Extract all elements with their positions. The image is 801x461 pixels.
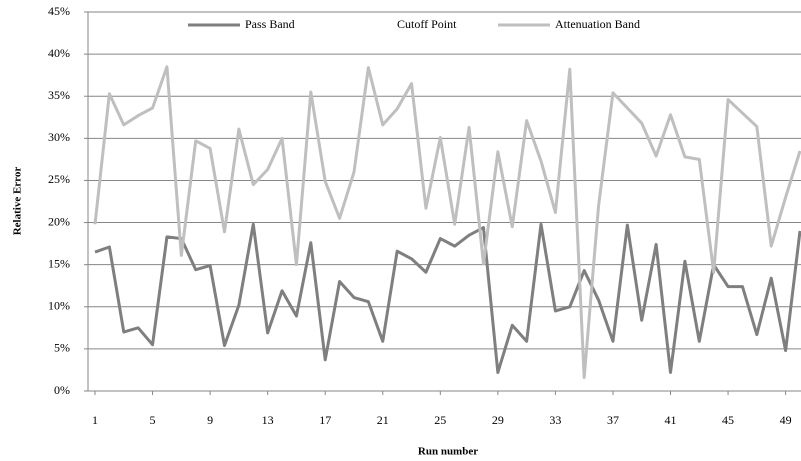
- y-tick-label: 20%: [48, 214, 70, 228]
- x-tick-label: 17: [319, 413, 331, 427]
- y-tick-label: 45%: [48, 4, 70, 18]
- series-line: [94, 222, 801, 374]
- y-tick-label: 5%: [54, 341, 70, 355]
- x-tick-label: 37: [607, 413, 619, 427]
- x-tick-label: 41: [665, 413, 677, 427]
- y-tick-label: 0%: [54, 383, 70, 397]
- x-tick-label: 21: [377, 413, 389, 427]
- legend-label: Cutoff Point: [397, 17, 457, 31]
- series-line: [93, 65, 801, 380]
- y-tick-label: 40%: [48, 46, 70, 60]
- x-tick-label: 5: [150, 413, 156, 427]
- y-tick-label: 10%: [48, 299, 70, 313]
- y-tick-label: 15%: [48, 256, 70, 270]
- x-tick-label: 29: [492, 413, 504, 427]
- y-tick-label: 35%: [48, 88, 70, 102]
- y-tick-label: 30%: [48, 130, 70, 144]
- x-tick-label: 13: [262, 413, 274, 427]
- legend-label: Attenuation Band: [555, 17, 640, 31]
- x-tick-label: 25: [434, 413, 446, 427]
- x-tick-label: 45: [722, 413, 734, 427]
- legend-label: Pass Band: [245, 17, 295, 31]
- y-axis-title: Relative Error: [12, 167, 24, 236]
- x-tick-label: 9: [207, 413, 213, 427]
- x-tick-label: 49: [780, 413, 792, 427]
- x-axis-title: Run number: [418, 446, 478, 458]
- y-tick-label: 25%: [48, 172, 70, 186]
- x-tick-label: 33: [549, 413, 561, 427]
- x-tick-label: 1: [92, 413, 98, 427]
